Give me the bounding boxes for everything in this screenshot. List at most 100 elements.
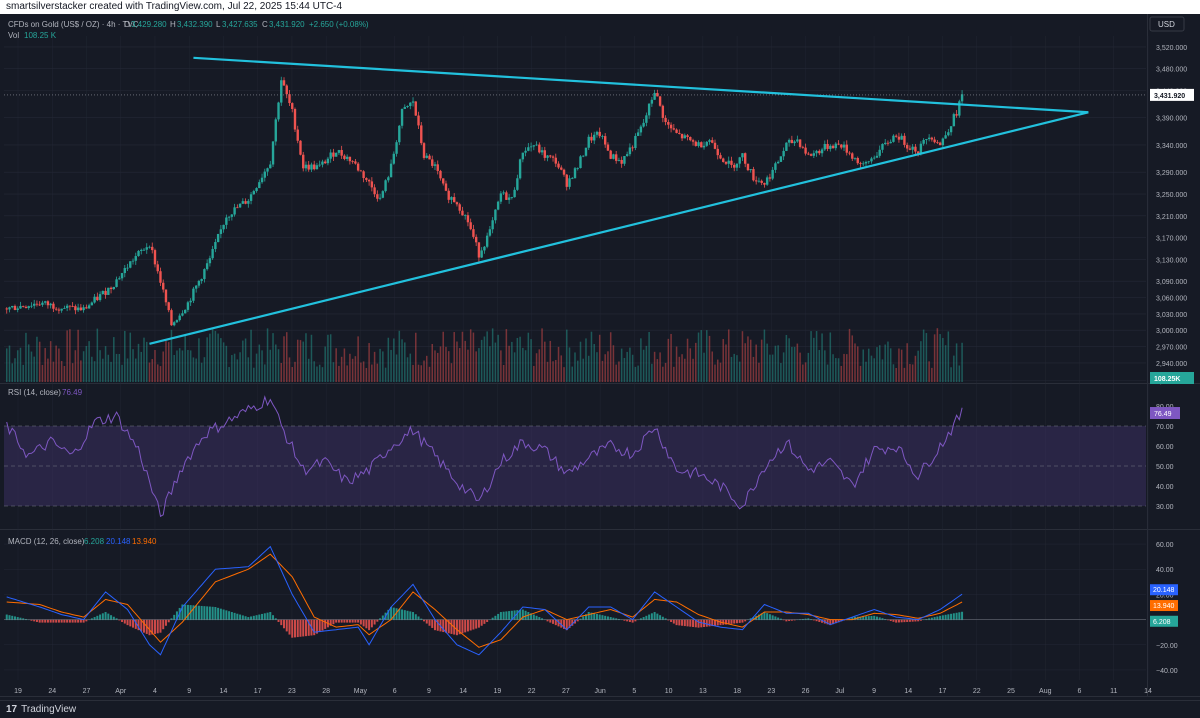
volume-bar <box>511 341 513 382</box>
currency-badge[interactable]: USD <box>1149 16 1185 32</box>
macd-histogram-bar <box>497 613 500 621</box>
macd-histogram-bar <box>35 619 38 622</box>
candle-body <box>831 145 835 149</box>
candle-body <box>395 142 398 154</box>
macd-histogram-bar <box>266 612 269 621</box>
macd-histogram-bar <box>774 616 777 621</box>
macd-histogram-bar <box>587 612 590 621</box>
volume-bar <box>813 337 815 382</box>
candle-body <box>214 242 217 250</box>
volume-bar <box>826 364 829 382</box>
volume-bar <box>118 353 121 382</box>
volume-bar <box>384 367 387 382</box>
candle-body <box>900 135 903 140</box>
tradingview-logo[interactable]: 17 TradingView <box>6 703 76 717</box>
volume-bar <box>620 348 623 382</box>
candle-body <box>771 169 774 179</box>
ohlc-low-value: 3,427.635 <box>222 20 258 29</box>
volume-bar <box>368 343 370 382</box>
macd-histogram-bar <box>129 619 132 627</box>
volume-bar <box>458 348 461 382</box>
macd-histogram-bar <box>134 619 137 629</box>
macd-histogram-bar <box>357 619 360 623</box>
rsi-tick-label: 60.00 <box>1156 444 1174 451</box>
price-tick-label: 3,340.000 <box>1156 143 1187 150</box>
time-tick-label: 14 <box>1144 688 1152 695</box>
macd-histogram-bar <box>433 619 436 631</box>
volume-bar <box>752 356 755 382</box>
volume-bar <box>881 359 884 382</box>
macd-histogram-bar <box>110 615 113 621</box>
volume-bar <box>324 346 326 382</box>
price-tick-label: 3,000.000 <box>1156 328 1187 335</box>
volume-bar <box>247 357 250 382</box>
candle-body <box>763 182 766 185</box>
volume-bar <box>856 346 859 382</box>
candle-body <box>650 99 654 104</box>
candle-body <box>173 322 176 326</box>
volume-bar <box>135 358 137 382</box>
volume-bar <box>148 362 151 382</box>
macd-histogram-bar <box>513 610 516 621</box>
macd-histogram-bar <box>250 616 253 621</box>
macd-histogram-bar <box>659 615 662 621</box>
volume-bar <box>903 367 906 382</box>
macd-histogram-bar <box>19 617 22 621</box>
candle-body <box>672 128 676 130</box>
volume-bar <box>11 363 13 382</box>
macd-histogram-bar <box>425 619 428 624</box>
volume-bar <box>209 333 211 382</box>
candle-body <box>532 145 536 147</box>
candle-body <box>719 155 722 159</box>
candle-body <box>38 304 41 306</box>
volume-bar <box>335 348 337 382</box>
candle-body <box>348 156 352 162</box>
candle-body <box>527 147 530 151</box>
macd-histogram-bar <box>604 615 607 621</box>
candle-body <box>960 94 964 102</box>
macd-histogram-bar <box>272 615 275 621</box>
chart-canvas[interactable]: 3,520.0003,480.0003,440.0003,390.0003,34… <box>0 14 1200 700</box>
macd-histogram-bar <box>351 619 354 623</box>
macd-histogram-bar <box>458 619 461 635</box>
time-tick-label: 10 <box>665 688 673 695</box>
candle-body <box>491 220 494 230</box>
candle-body <box>255 188 258 192</box>
macd-histogram-bar <box>123 619 126 624</box>
candle-body <box>579 156 582 168</box>
macd-histogram-bar <box>455 619 458 636</box>
candle-body <box>884 142 887 144</box>
volume-bar <box>727 329 730 382</box>
volume-bar <box>390 349 392 382</box>
macd-histogram-bar <box>60 619 63 623</box>
volume-bar <box>195 358 197 382</box>
volume-bar <box>799 352 801 382</box>
chart-area[interactable]: 3,520.0003,480.0003,440.0003,390.0003,34… <box>0 14 1200 700</box>
volume-bar <box>788 338 790 382</box>
volume-bar <box>299 340 302 382</box>
macd-histogram-bar <box>423 619 426 622</box>
volume-bar <box>27 344 30 382</box>
volume-bar <box>895 367 897 382</box>
volume-bar <box>200 362 203 382</box>
macd-histogram-bar <box>412 612 415 621</box>
macd-histogram-bar <box>724 619 727 625</box>
volume-bar <box>703 352 705 382</box>
macd-histogram-bar <box>793 619 796 621</box>
macd-histogram-bar <box>370 619 373 628</box>
macd-histogram-bar <box>612 617 615 621</box>
volume-bar <box>316 366 318 382</box>
time-tick-label: May <box>354 688 368 695</box>
candle-body <box>244 201 247 204</box>
macd-histogram-bar <box>431 619 434 628</box>
volume-bar <box>291 367 294 382</box>
candle-body <box>296 129 299 141</box>
volume-bar <box>211 329 214 382</box>
volume-bar <box>272 333 274 382</box>
volume-bar <box>99 350 101 382</box>
macd-histogram-bar <box>288 619 291 635</box>
candle-body <box>510 197 514 198</box>
candle-body <box>123 268 126 274</box>
volume-bar <box>629 347 631 382</box>
macd-histogram-bar <box>104 612 107 621</box>
